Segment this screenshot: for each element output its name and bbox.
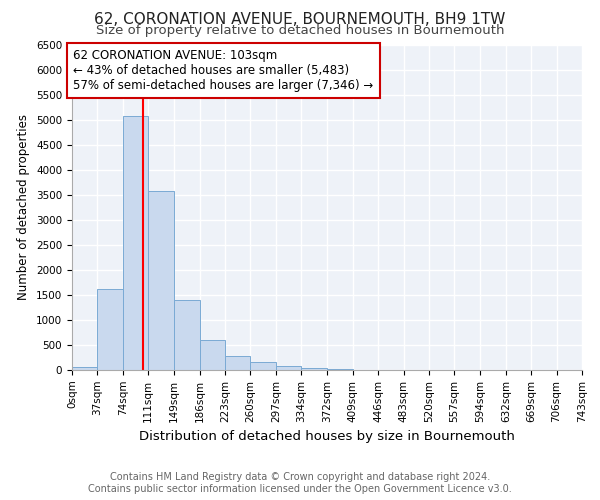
Text: Size of property relative to detached houses in Bournemouth: Size of property relative to detached ho… [96,24,504,37]
Bar [301,368,328,370]
Bar [123,116,148,370]
Bar [72,367,97,370]
Bar [97,288,123,370]
Text: Contains HM Land Registry data © Crown copyright and database right 2024.
Contai: Contains HM Land Registry data © Crown c… [88,472,512,494]
Text: 62 CORONATION AVENUE: 103sqm
← 43% of detached houses are smaller (5,483)
57% of: 62 CORONATION AVENUE: 103sqm ← 43% of de… [73,49,374,92]
Text: 62, CORONATION AVENUE, BOURNEMOUTH, BH9 1TW: 62, CORONATION AVENUE, BOURNEMOUTH, BH9 … [94,12,506,28]
Bar [174,300,200,370]
Bar [225,356,250,370]
Bar [328,369,353,370]
Bar [250,362,276,370]
Bar [200,340,225,370]
Bar [276,366,301,370]
X-axis label: Distribution of detached houses by size in Bournemouth: Distribution of detached houses by size … [139,430,515,443]
Y-axis label: Number of detached properties: Number of detached properties [17,114,31,300]
Bar [148,191,174,370]
